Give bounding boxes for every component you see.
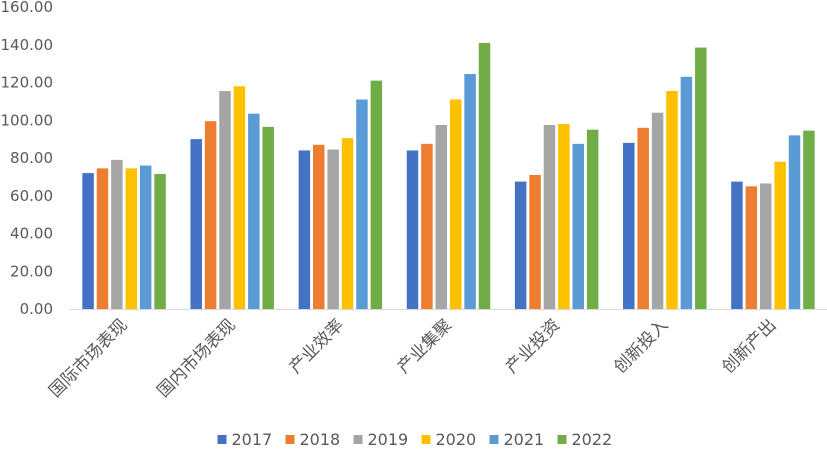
y-tick-label: 80.00 — [10, 149, 53, 167]
legend-swatch — [421, 435, 431, 444]
bar — [111, 159, 123, 309]
bar — [514, 181, 527, 309]
bar — [543, 124, 556, 309]
bar — [637, 127, 649, 309]
bar — [233, 86, 246, 310]
bar — [666, 90, 678, 310]
x-axis: 国际市场表现 国内市场表现 产业效率 产业集聚 产业投资 创新投入 创新产出 — [45, 315, 780, 401]
bar — [406, 150, 419, 309]
bar — [745, 186, 758, 309]
category-label: 国际市场表现 — [45, 315, 131, 401]
bar — [96, 168, 109, 309]
category-label: 产业投资 — [502, 315, 564, 377]
bar — [341, 138, 354, 309]
legend-label: 2022 — [572, 430, 613, 449]
bar — [139, 165, 152, 309]
y-tick-label: 0.00 — [20, 300, 53, 318]
bar — [125, 168, 138, 309]
legend-item: 2020 — [421, 430, 477, 449]
legend-swatch — [285, 435, 295, 444]
legend-label: 2019 — [368, 430, 409, 449]
bar — [651, 112, 664, 309]
category-label: 产业效率 — [286, 315, 348, 377]
bar — [449, 99, 462, 309]
bars — [82, 42, 815, 310]
category-label: 创新投入 — [610, 315, 672, 377]
legend-item: 2017 — [217, 430, 273, 449]
y-tick-label: 20.00 — [10, 262, 53, 280]
bar — [478, 42, 491, 310]
category-label: 产业集聚 — [394, 315, 456, 377]
category-label: 创新产出 — [718, 315, 780, 377]
legend-label: 2021 — [504, 430, 545, 449]
y-tick-label: 100.00 — [1, 111, 54, 129]
legend-swatch — [557, 435, 567, 444]
bar — [327, 149, 339, 309]
bar — [204, 121, 217, 309]
bar — [154, 174, 166, 309]
bar — [586, 129, 599, 309]
legend-item: 2018 — [285, 430, 341, 449]
bar — [695, 47, 707, 310]
bar — [248, 113, 260, 309]
bar — [356, 99, 368, 309]
bar — [298, 150, 311, 309]
bar — [529, 174, 541, 309]
bar — [219, 90, 231, 310]
y-tick-label: 40.00 — [10, 225, 53, 243]
y-axis: 0.00 20.00 40.00 60.00 80.00 100.00 120.00 140.… — [1, 0, 54, 318]
bar — [623, 142, 635, 309]
y-tick-label: 120.00 — [1, 74, 54, 92]
y-tick-label: 160.00 — [1, 0, 54, 16]
bar — [421, 143, 433, 309]
bar — [435, 124, 448, 309]
legend-label: 2020 — [436, 430, 477, 449]
bar — [313, 144, 325, 309]
legend-item: 2021 — [489, 430, 545, 449]
legend-item: 2022 — [557, 430, 613, 449]
bar — [731, 181, 743, 309]
legend-label: 2017 — [232, 430, 273, 449]
y-tick-label: 140.00 — [1, 36, 54, 54]
bar — [759, 183, 772, 309]
legend-item: 2019 — [353, 430, 409, 449]
bar — [572, 143, 584, 309]
bar — [788, 135, 801, 309]
bar — [558, 124, 570, 310]
legend-swatch — [489, 435, 499, 444]
bar — [82, 173, 94, 309]
bar — [464, 74, 476, 309]
bar — [262, 126, 274, 309]
bar — [803, 130, 815, 309]
bar — [370, 80, 383, 309]
legend-swatch — [353, 435, 363, 444]
category-label: 国内市场表现 — [153, 315, 239, 401]
legend-swatch — [217, 435, 227, 444]
y-tick-label: 60.00 — [10, 187, 53, 205]
bar — [680, 76, 693, 310]
bar — [190, 139, 202, 309]
bar — [774, 161, 786, 309]
legend-label: 2018 — [300, 430, 341, 449]
legend: 2017 2018 2019 2020 2021 2022 — [217, 430, 613, 449]
